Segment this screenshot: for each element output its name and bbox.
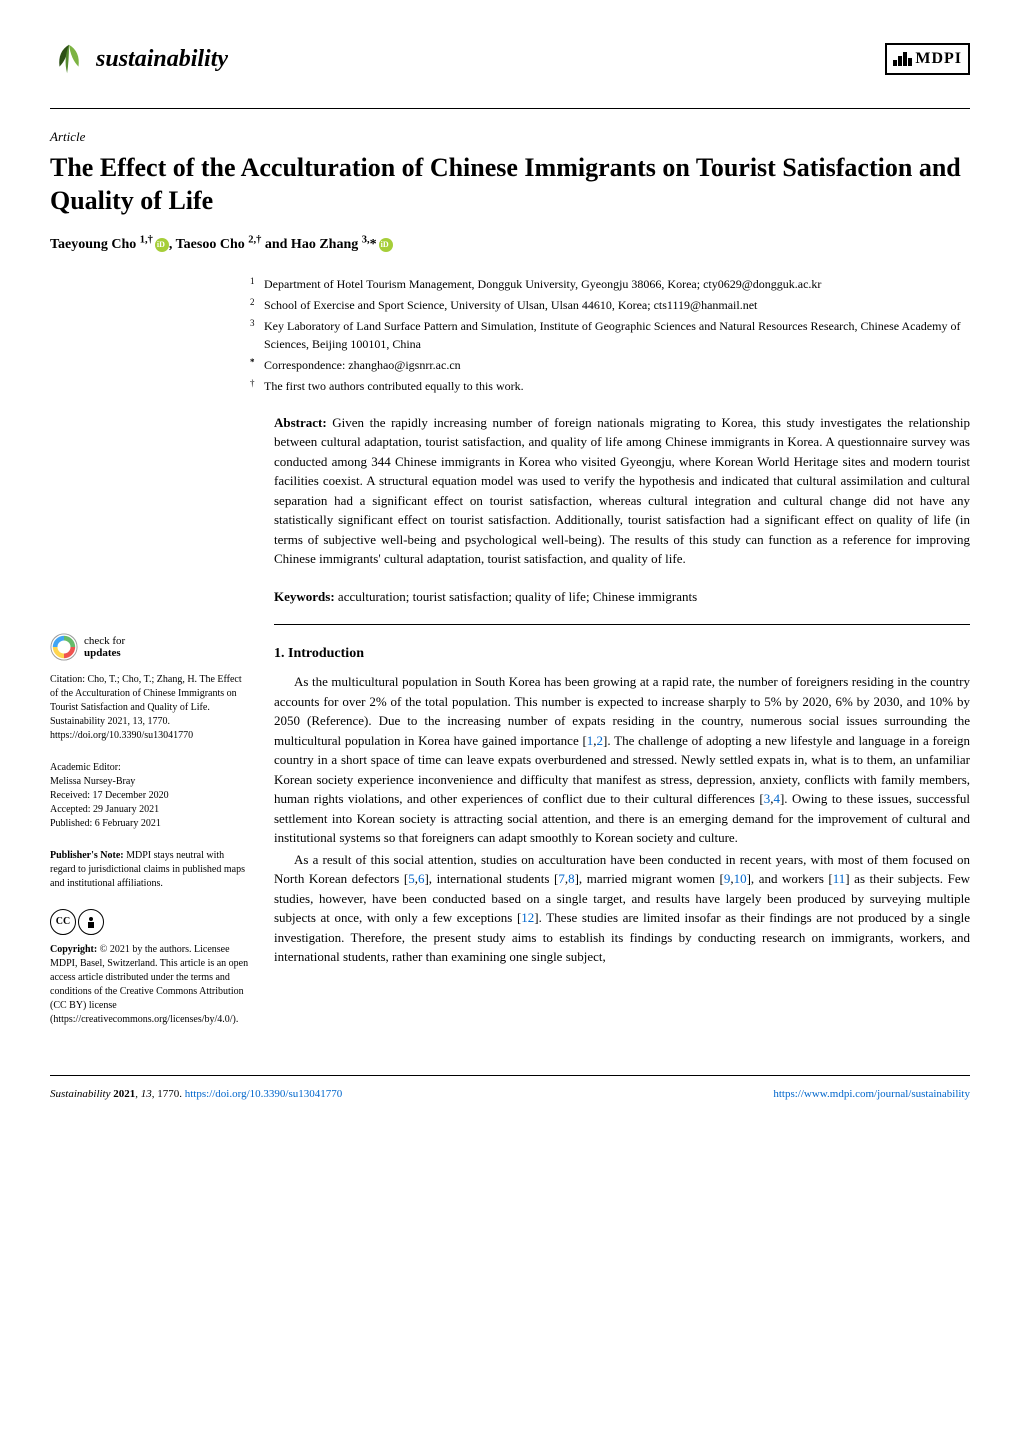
citation-text: Citation: Cho, T.; Cho, T.; Zhang, H. Th… xyxy=(50,674,242,741)
affiliation-1: 1 Department of Hotel Tourism Management… xyxy=(250,275,970,293)
sidebar: check for updates Citation: Cho, T.; Cho… xyxy=(50,413,250,1045)
ref-10[interactable]: 10 xyxy=(734,871,747,886)
article-type: Article xyxy=(50,127,970,147)
journal-logo: sustainability xyxy=(50,40,228,78)
correspondence: * Correspondence: zhanghao@igsnrr.ac.cn xyxy=(250,356,970,374)
affil-text-3: Key Laboratory of Land Surface Pattern a… xyxy=(264,317,970,353)
corr-text: Correspondence: zhanghao@igsnrr.ac.cn xyxy=(264,356,461,374)
sustainability-leaf-icon xyxy=(50,40,88,78)
page-header: sustainability MDPI xyxy=(50,40,970,78)
contrib-sup: † xyxy=(250,377,264,395)
editor-block: Academic Editor: Melissa Nursey-Bray Rec… xyxy=(50,761,250,831)
author-sep: , Taesoo Cho 2,† and Hao Zhang 3,* xyxy=(169,237,377,252)
affil-sup-1: 1 xyxy=(250,275,264,293)
abstract-label: Abstract: xyxy=(274,415,327,430)
editor-label: Academic Editor: xyxy=(50,762,121,773)
published-date: Published: 6 February 2021 xyxy=(50,818,161,829)
editor-name: Melissa Nursey-Bray xyxy=(50,776,135,787)
keywords-label: Keywords: xyxy=(274,589,335,604)
main-content: Abstract: Given the rapidly increasing n… xyxy=(274,413,970,1045)
affiliation-2: 2 School of Exercise and Sport Science, … xyxy=(250,296,970,314)
page-footer: Sustainability 2021, 13, 1770. https://d… xyxy=(50,1075,970,1103)
authors-line: Taeyoung Cho 1,† , Taesoo Cho 2,† and Hao… xyxy=(50,232,970,255)
header-divider xyxy=(50,108,970,109)
publisher-name: MDPI xyxy=(915,50,962,67)
author-1: Taeyoung Cho 1,† xyxy=(50,237,153,252)
check-line2: updates xyxy=(84,647,121,659)
intro-p1: As the multicultural population in South… xyxy=(274,672,970,848)
section-divider xyxy=(274,624,970,625)
check-updates-badge[interactable]: check for updates xyxy=(50,633,250,661)
affil-sup-3: 3 xyxy=(250,317,264,353)
contrib-text: The first two authors contributed equall… xyxy=(264,377,524,395)
cc-icon: CC xyxy=(50,909,76,935)
intro-p2: As a result of this social attention, st… xyxy=(274,850,970,967)
affil-sup-2: 2 xyxy=(250,296,264,314)
cc-license-icons: CC xyxy=(50,909,250,935)
ref-12[interactable]: 12 xyxy=(521,910,534,925)
keywords-text: acculturation; tourist satisfaction; qua… xyxy=(335,589,697,604)
p2-seg-g: ], and workers [ xyxy=(747,871,833,886)
check-updates-text: check for updates xyxy=(84,635,125,659)
abstract-text: Given the rapidly increasing number of f… xyxy=(274,415,970,567)
p2-seg-c: ], international students [ xyxy=(424,871,558,886)
footer-right-link[interactable]: https://www.mdpi.com/journal/sustainabil… xyxy=(773,1086,970,1103)
check-line1: check for xyxy=(84,635,125,647)
affil-text-2: School of Exercise and Sport Science, Un… xyxy=(264,296,757,314)
by-icon xyxy=(78,909,104,935)
contribution-note: † The first two authors contributed equa… xyxy=(250,377,970,395)
citation-block: Citation: Cho, T.; Cho, T.; Zhang, H. Th… xyxy=(50,673,250,743)
journal-name: sustainability xyxy=(96,41,228,77)
received-date: Received: 17 December 2020 xyxy=(50,790,169,801)
affiliation-3: 3 Key Laboratory of Land Surface Pattern… xyxy=(250,317,970,353)
publisher-logo: MDPI xyxy=(885,43,970,75)
check-updates-icon xyxy=(50,633,78,661)
orcid-icon[interactable] xyxy=(379,238,393,252)
affil-text-1: Department of Hotel Tourism Management, … xyxy=(264,275,821,293)
abstract: Abstract: Given the rapidly increasing n… xyxy=(274,413,970,569)
doi-link[interactable]: https://doi.org/10.3390/su13041770 xyxy=(185,1088,342,1100)
orcid-icon[interactable] xyxy=(155,238,169,252)
article-title: The Effect of the Acculturation of Chine… xyxy=(50,151,970,219)
intro-heading: 1. Introduction xyxy=(274,643,970,664)
corr-sup: * xyxy=(250,356,264,374)
p2-seg-e: ], married migrant women [ xyxy=(575,871,724,886)
ref-11[interactable]: 11 xyxy=(833,871,846,886)
footer-left: Sustainability 2021, 13, 1770. https://d… xyxy=(50,1086,342,1103)
keywords: Keywords: acculturation; tourist satisfa… xyxy=(274,587,970,607)
copyright-text: © 2021 by the authors. Licensee MDPI, Ba… xyxy=(50,944,248,1025)
affiliations-block: 1 Department of Hotel Tourism Management… xyxy=(50,275,970,395)
copyright-block: Copyright: © 2021 by the authors. Licens… xyxy=(50,943,250,1027)
publisher-note-block: Publisher's Note: MDPI stays neutral wit… xyxy=(50,849,250,891)
intro-body: As the multicultural population in South… xyxy=(274,672,970,967)
accepted-date: Accepted: 29 January 2021 xyxy=(50,804,159,815)
